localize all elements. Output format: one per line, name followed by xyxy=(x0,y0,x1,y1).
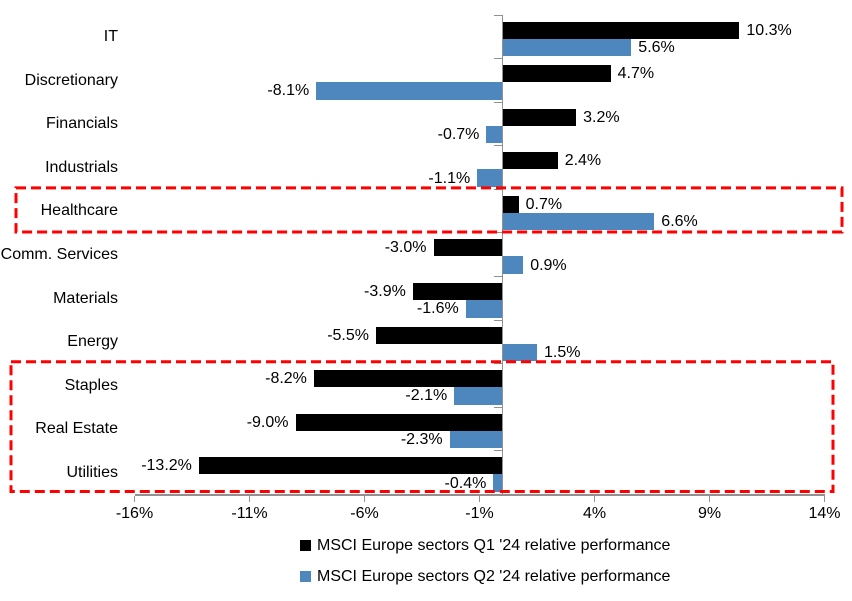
bar-value-label: 6.6% xyxy=(661,213,698,231)
bar-q2-industrials xyxy=(477,169,503,187)
bar-value-label: -0.4% xyxy=(444,474,487,492)
bar-value-label: -1.6% xyxy=(416,300,459,318)
category-label: Industrials xyxy=(45,158,118,176)
bar-value-label: -2.3% xyxy=(400,431,443,449)
bar-q2-discretionary xyxy=(316,82,503,100)
value-axis-tick xyxy=(824,495,825,502)
bar-q1-materials xyxy=(412,283,503,301)
bar-q2-staples xyxy=(454,387,503,405)
bar-value-label: -9.0% xyxy=(246,413,289,431)
category-axis-tick xyxy=(494,276,502,278)
category-axis-tick xyxy=(494,406,502,408)
category-label: Healthcare xyxy=(40,202,118,220)
category-axis-tick xyxy=(494,58,502,60)
bar-q2-it xyxy=(502,38,632,56)
healthcare-highlight xyxy=(14,186,844,234)
x-axis-tick-label: 4% xyxy=(582,505,607,523)
bar-q1-utilities xyxy=(198,457,503,475)
bar-q1-it xyxy=(502,21,740,39)
category-label: IT xyxy=(103,28,118,45)
value-axis-tick xyxy=(134,495,135,502)
category-label: Real Estate xyxy=(35,420,118,438)
value-axis-line xyxy=(134,494,825,496)
bar-value-label: -3.9% xyxy=(364,283,406,301)
bar-value-label: -8.2% xyxy=(265,370,307,388)
category-label: Materials xyxy=(53,289,118,307)
bar-value-label: 1.5% xyxy=(544,343,581,361)
bar-q1-healthcare xyxy=(502,195,519,213)
category-label: Staples xyxy=(64,376,118,394)
bar-value-label: 0.7% xyxy=(525,195,563,213)
bar-value-label: 0.9% xyxy=(530,256,567,274)
legend-swatch-q1 xyxy=(300,540,311,551)
bar-q1-staples xyxy=(313,370,503,388)
category-axis-tick xyxy=(494,188,502,190)
category-label: Discretionary xyxy=(24,71,118,89)
legend-swatch-q2 xyxy=(300,571,311,582)
category-label: Comm. Services xyxy=(0,245,118,263)
bar-q2-energy xyxy=(502,343,537,362)
category-label: Utilities xyxy=(66,463,118,481)
bar-value-label: -13.2% xyxy=(141,457,192,475)
bar-value-label: -8.1% xyxy=(267,82,310,100)
legend-item-q2: MSCI Europe sectors Q2 '24 relative perf… xyxy=(300,567,670,586)
category-axis-tick xyxy=(494,232,502,234)
x-axis-tick-label: -6% xyxy=(350,505,379,523)
bar-value-label: 3.2% xyxy=(583,108,620,126)
legend-label: MSCI Europe sectors Q2 '24 relative perf… xyxy=(317,567,671,585)
x-axis-tick-label: -1% xyxy=(465,505,494,523)
bar-q2-financials xyxy=(486,125,503,144)
bar-value-label: 2.4% xyxy=(564,152,602,170)
bar-value-label: -2.1% xyxy=(405,387,448,405)
bar-q1-discretionary xyxy=(502,65,611,83)
x-axis-tick-label: 9% xyxy=(697,505,722,523)
bar-value-label: 10.3% xyxy=(746,21,792,39)
category-axis-tick xyxy=(494,145,502,147)
bar-q1-financials xyxy=(502,108,577,126)
bar-value-label: -3.0% xyxy=(384,239,427,257)
category-axis-tick xyxy=(494,14,502,16)
bar-q1-comm-services xyxy=(433,239,503,257)
x-axis-tick-label: -16% xyxy=(115,505,154,523)
bar-value-label: 5.6% xyxy=(638,38,675,56)
category-axis-line xyxy=(501,15,504,495)
bar-q1-energy xyxy=(376,326,503,344)
bar-q2-real-estate xyxy=(449,430,503,449)
legend-item-q1: MSCI Europe sectors Q1 '24 relative perf… xyxy=(300,536,670,555)
bar-value-label: 4.7% xyxy=(617,65,655,83)
value-axis-tick xyxy=(479,495,480,502)
bar-q1-real-estate xyxy=(295,413,503,431)
category-axis-tick xyxy=(494,319,502,321)
value-axis-tick xyxy=(249,495,250,502)
bar-value-label: -5.5% xyxy=(327,326,369,344)
x-axis-tick-label: -11% xyxy=(231,505,268,523)
value-axis-tick xyxy=(709,495,710,502)
category-axis-tick xyxy=(494,101,502,103)
bar-value-label: -1.1% xyxy=(428,169,471,187)
category-label: Financials xyxy=(45,115,118,133)
value-axis-tick xyxy=(594,495,595,502)
bar-q1-industrials xyxy=(502,152,558,170)
category-axis-tick xyxy=(494,363,502,365)
category-axis-tick xyxy=(494,450,502,452)
legend-label: MSCI Europe sectors Q1 '24 relative perf… xyxy=(317,536,671,554)
bar-q2-comm-services xyxy=(502,256,524,274)
bar-q2-healthcare xyxy=(502,212,655,231)
bar-q2-materials xyxy=(465,300,503,318)
bar-value-label: -0.7% xyxy=(437,125,480,143)
value-axis-tick xyxy=(364,495,365,502)
x-axis-tick-label: 14% xyxy=(808,505,841,523)
category-label: Energy xyxy=(67,333,118,351)
